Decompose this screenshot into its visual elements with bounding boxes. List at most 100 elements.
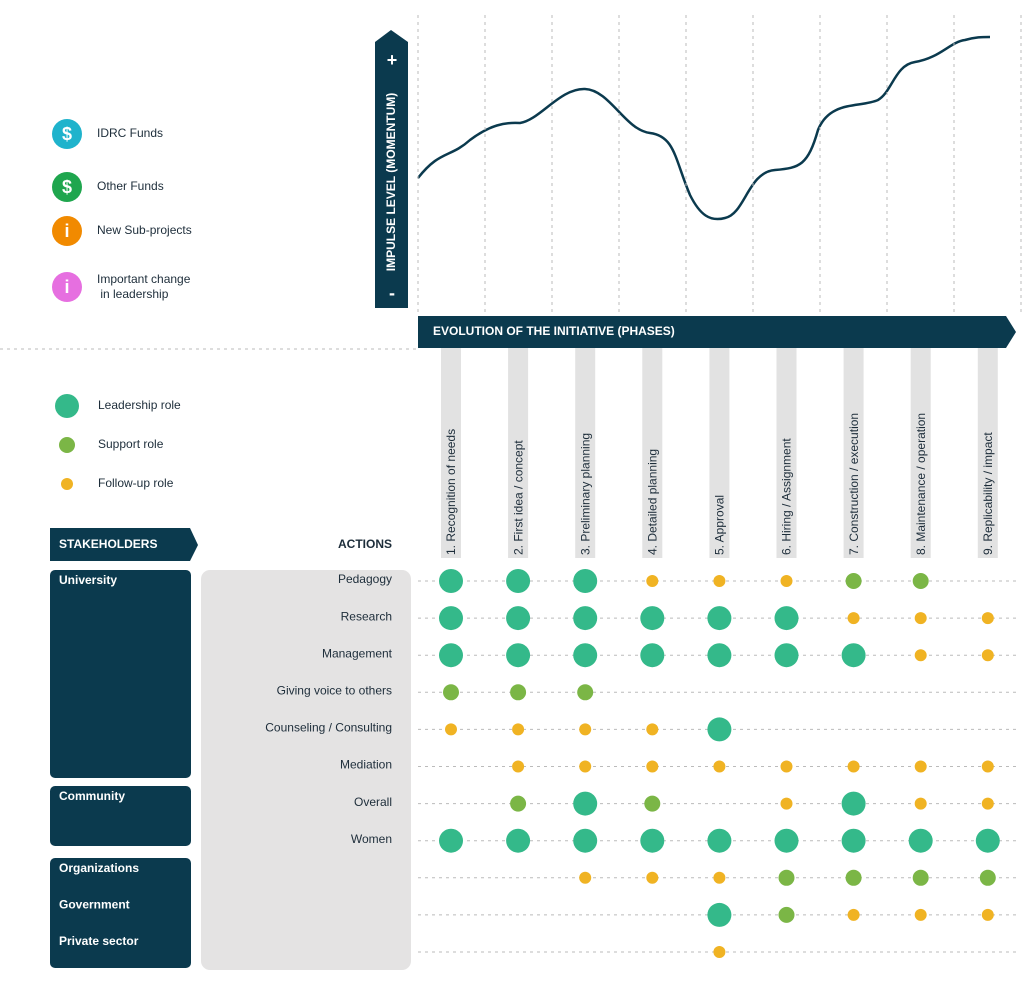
role-dot [573, 828, 598, 853]
role-dot [774, 828, 799, 853]
action-label: Overall [354, 795, 392, 809]
role-dot [646, 871, 659, 884]
role-dot [847, 612, 860, 625]
fund-icon [52, 272, 82, 302]
phase-banner [418, 316, 1016, 348]
fund-icon [52, 119, 82, 149]
role-dot [510, 795, 527, 812]
role-dot [579, 871, 592, 884]
stakeholder-label: Community [59, 789, 125, 803]
phase-label: 8. Maintenance / operation [914, 413, 928, 555]
fund-icon-symbol: $ [62, 177, 72, 197]
stakeholders-banner [50, 528, 198, 561]
role-dot [512, 723, 525, 736]
axis-minus: - [389, 283, 395, 303]
role-dot [975, 828, 1000, 853]
role-dot [646, 760, 659, 773]
fund-label: Other Funds [97, 179, 164, 193]
role-dot [579, 723, 592, 736]
role-dot [512, 760, 525, 773]
role-dot [981, 612, 994, 625]
role-dot [778, 906, 795, 923]
action-label: Giving voice to others [277, 683, 392, 697]
stakeholder-label: Government [59, 898, 130, 912]
role-swatch [59, 437, 75, 453]
role-dot [577, 684, 594, 701]
role-dot [981, 649, 994, 662]
role-dot [979, 869, 996, 886]
role-dot [707, 606, 732, 631]
role-dot [845, 573, 862, 589]
role-dot [774, 643, 799, 668]
role-dot [644, 795, 661, 812]
role-dot [640, 828, 665, 853]
role-dot [439, 828, 463, 853]
role-dot [707, 643, 732, 668]
phase-label: 2. First idea / concept [511, 440, 525, 555]
action-label: Women [351, 832, 392, 846]
stakeholder-label: Private sector [59, 934, 139, 948]
role-dot [506, 828, 531, 853]
phase-label: 4. Detailed planning [645, 449, 659, 555]
role-dot [445, 723, 457, 736]
phase-label: 3. Preliminary planning [578, 433, 592, 555]
stakeholder-box [50, 786, 191, 846]
role-dot [780, 797, 793, 810]
role-dot [713, 575, 726, 587]
role-dot [841, 828, 866, 853]
phase-bar [709, 348, 730, 558]
role-label: Leadership role [98, 398, 181, 412]
role-dot [981, 797, 994, 810]
role-dot [510, 684, 527, 701]
phase-banner-title: EVOLUTION OF THE INITIATIVE (PHASES) [433, 324, 675, 338]
role-dot [707, 902, 732, 927]
momentum-axis [375, 30, 408, 308]
phase-bar [776, 348, 797, 558]
fund-icon [52, 216, 82, 246]
phase-bar [977, 348, 998, 558]
role-swatch [55, 394, 79, 418]
fund-icon-symbol: i [64, 277, 69, 297]
role-dot [573, 791, 598, 816]
phase-bar [843, 348, 864, 558]
role-dot [573, 643, 598, 668]
axis-title: IMPULSE LEVEL (MOMENTUM) [384, 93, 398, 271]
stakeholder-box [50, 858, 191, 968]
role-dot [506, 569, 531, 593]
role-dot [914, 908, 927, 921]
role-dot [646, 723, 659, 736]
action-label: Management [322, 646, 393, 660]
axis-plus: + [387, 50, 398, 70]
role-dot [908, 828, 933, 853]
role-dot [774, 606, 799, 631]
stakeholders-header: STAKEHOLDERS [59, 537, 157, 551]
phase-label: 7. Construction / execution [847, 413, 861, 555]
role-dot [914, 760, 927, 773]
role-dot [439, 569, 463, 593]
action-label: Pedagogy [338, 572, 392, 586]
role-dot [640, 643, 665, 668]
phase-label: 5. Approval [713, 495, 727, 555]
role-dot [841, 643, 866, 668]
phase-bar [575, 348, 596, 558]
role-dot [981, 760, 994, 773]
role-label: Follow-up role [98, 476, 174, 490]
phase-label: 9. Replicability / impact [981, 432, 995, 555]
actions-panel [201, 570, 411, 970]
role-dot [847, 908, 860, 921]
role-dot [506, 606, 531, 631]
fund-label: New Sub-projects [97, 223, 192, 237]
role-dot [981, 908, 994, 921]
momentum-curve [417, 35, 991, 221]
role-dot [914, 612, 927, 625]
role-dot [506, 643, 531, 668]
action-label: Research [341, 609, 392, 623]
role-dot [847, 760, 860, 773]
role-dot [912, 869, 929, 886]
role-dot [780, 760, 793, 773]
role-dot [439, 643, 463, 668]
action-label: Counseling / Consulting [265, 721, 392, 735]
role-label: Support role [98, 437, 164, 451]
